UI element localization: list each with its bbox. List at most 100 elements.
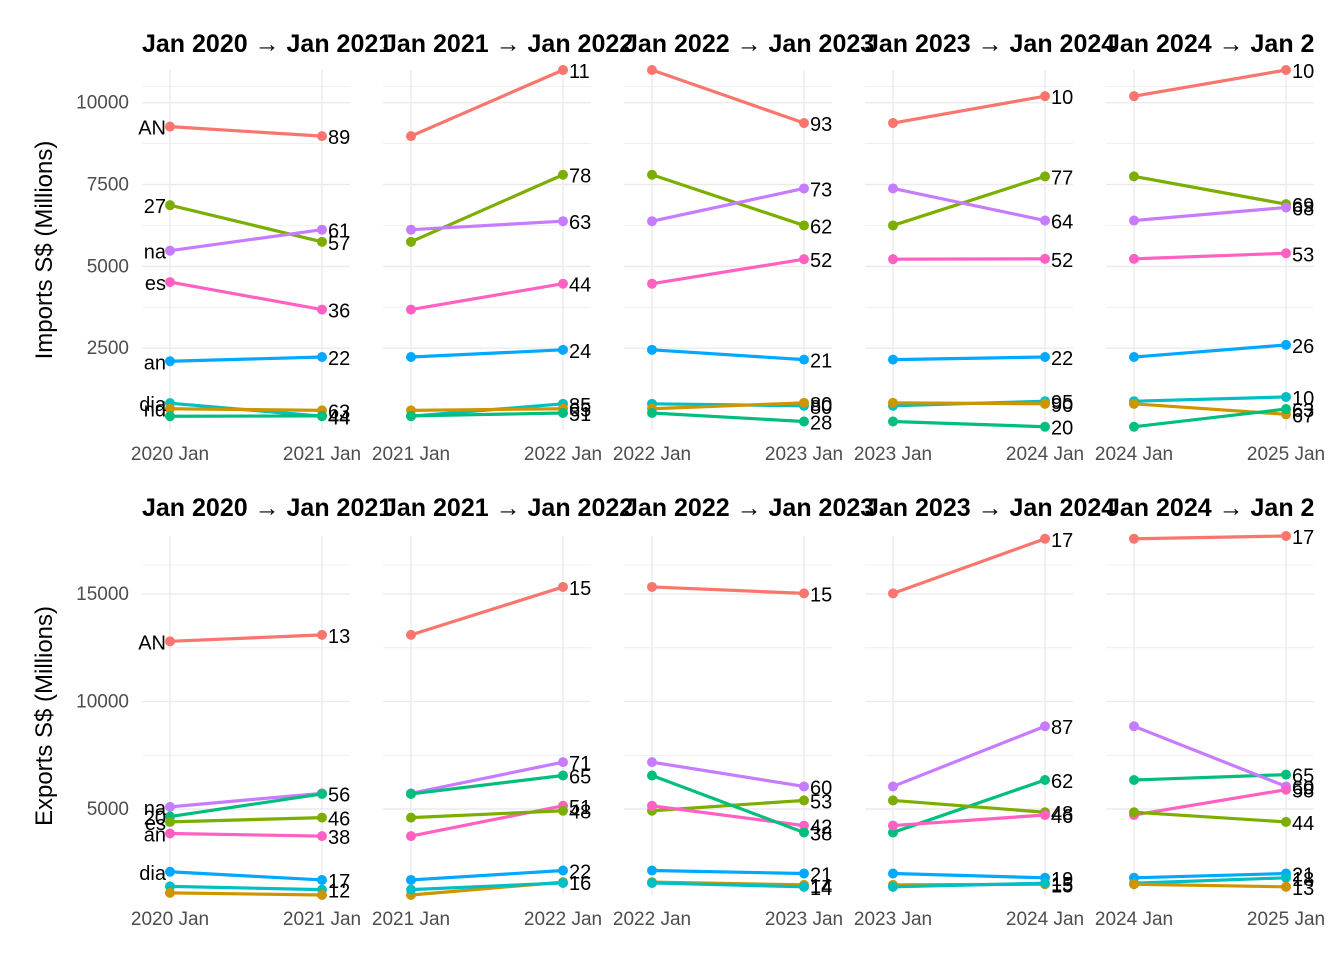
imports-point-end [1040,91,1050,102]
imports-point-start [1129,171,1139,182]
exports-series-line [891,871,1047,880]
imports-point-end [799,220,809,231]
imports-series-line [891,401,1047,406]
imports-left-stub-label: an [144,352,166,374]
exports-panel-title: Jan 2023 → Jan 2024 [865,494,1115,522]
exports-point-end [799,868,809,879]
exports-series-line [650,773,806,835]
exports-point-start [406,831,416,842]
imports-left-stub-label: na [144,242,167,264]
imports-series-line [891,186,1047,223]
imports-point-start [1129,215,1139,226]
exports-series-line [409,585,565,637]
imports-left-stub-label: nd [144,400,166,422]
exports-end-label: 22 [569,861,591,883]
imports-series-line [1132,205,1288,223]
exports-end-label: 60 [1292,777,1314,799]
exports-point-start [406,788,416,799]
imports-end-label: 61 [328,221,350,243]
imports-point-end [1281,404,1291,415]
exports-end-label: 58 [1292,781,1314,803]
imports-x-tick-label: 2024 Jan [1095,444,1173,465]
imports-point-start [406,224,416,235]
imports-series-line [891,94,1047,125]
imports-x-tick-label: 2025 Jan [1247,444,1325,465]
exports-point-end [799,588,809,599]
imports-end-label: 52 [810,250,832,272]
imports-point-end [799,354,809,365]
exports-series-line [168,633,324,643]
imports-end-label: 11 [569,61,590,83]
exports-end-label: 14 [810,876,832,898]
exports-panel-title: Jan 2024 → Jan 2 [1106,494,1314,522]
imports-series-line [168,228,324,253]
exports-left-stub-label: na [144,798,167,820]
exports-point-end [799,820,809,831]
exports-end-label: 17 [1292,527,1314,549]
exports-point-start [888,868,898,879]
exports-series-line [1132,871,1288,880]
imports-point-start [165,245,175,256]
imports-point-end [1040,253,1050,264]
imports-point-end [799,397,809,408]
imports-point-end [1281,65,1291,75]
imports-point-end [558,169,568,180]
exports-series-line [891,813,1047,828]
exports-end-label: 56 [328,784,350,806]
imports-point-start [406,352,416,363]
exports-point-start [647,757,657,768]
imports-point-start [888,118,898,129]
imports-series-line [891,419,1047,429]
imports-end-label: 67 [1292,405,1314,427]
imports-end-label: 36 [328,301,350,323]
imports-series-line [168,407,324,412]
exports-point-end [317,831,327,842]
imports-end-label: 80 [810,394,832,416]
exports-point-end [317,788,327,799]
imports-point-start [406,131,416,142]
imports-series-line [1132,395,1288,403]
exports-point-start [406,629,416,640]
imports-point-end [558,278,568,289]
exports-end-label: 71 [569,753,591,775]
exports-point-start [165,887,175,898]
exports-x-tick-label: 2023 Jan [854,909,932,930]
exports-point-start [647,877,657,888]
imports-point-end [558,65,568,75]
imports-series-line [409,411,565,418]
imports-left-stub-label: AN [138,118,166,140]
exports-series-line [650,868,806,876]
exports-point-end [317,874,327,885]
imports-series-line [650,257,806,286]
exports-y-axis-title: Exports S$ (Millions) [31,606,58,826]
imports-x-tick-label: 2022 Jan [613,444,691,465]
exports-point-start [888,588,898,599]
exports-point-end [1040,878,1050,889]
exports-point-start [647,770,657,781]
imports-end-label: 52 [1051,250,1073,272]
imports-point-start [647,65,657,75]
exports-end-label: 60 [810,777,832,799]
imports-series-line [409,282,565,312]
imports-series-line [891,174,1047,228]
imports-end-label: 78 [569,166,591,188]
exports-point-start [888,881,898,892]
exports-end-label: 16 [569,873,591,895]
exports-point-end [799,827,809,838]
imports-end-label: 68 [1292,198,1314,220]
imports-point-end [1281,339,1291,350]
exports-point-start [888,781,898,792]
imports-y-tick-label: 7500 [87,175,129,196]
exports-end-label: 13 [328,626,350,648]
exports-series-line [650,760,806,789]
imports-end-label: 44 [328,407,350,429]
exports-end-label: 12 [328,881,350,903]
exports-x-tick-label: 2024 Jan [1006,909,1084,930]
exports-end-label: 15 [1051,875,1073,897]
imports-x-tick-label: 2021 Jan [372,444,450,465]
imports-series-line [409,348,565,359]
imports-end-label: 28 [810,412,832,434]
imports-series-line [168,280,324,312]
imports-point-start [1129,398,1139,409]
imports-x-tick-label: 2024 Jan [1006,444,1084,465]
